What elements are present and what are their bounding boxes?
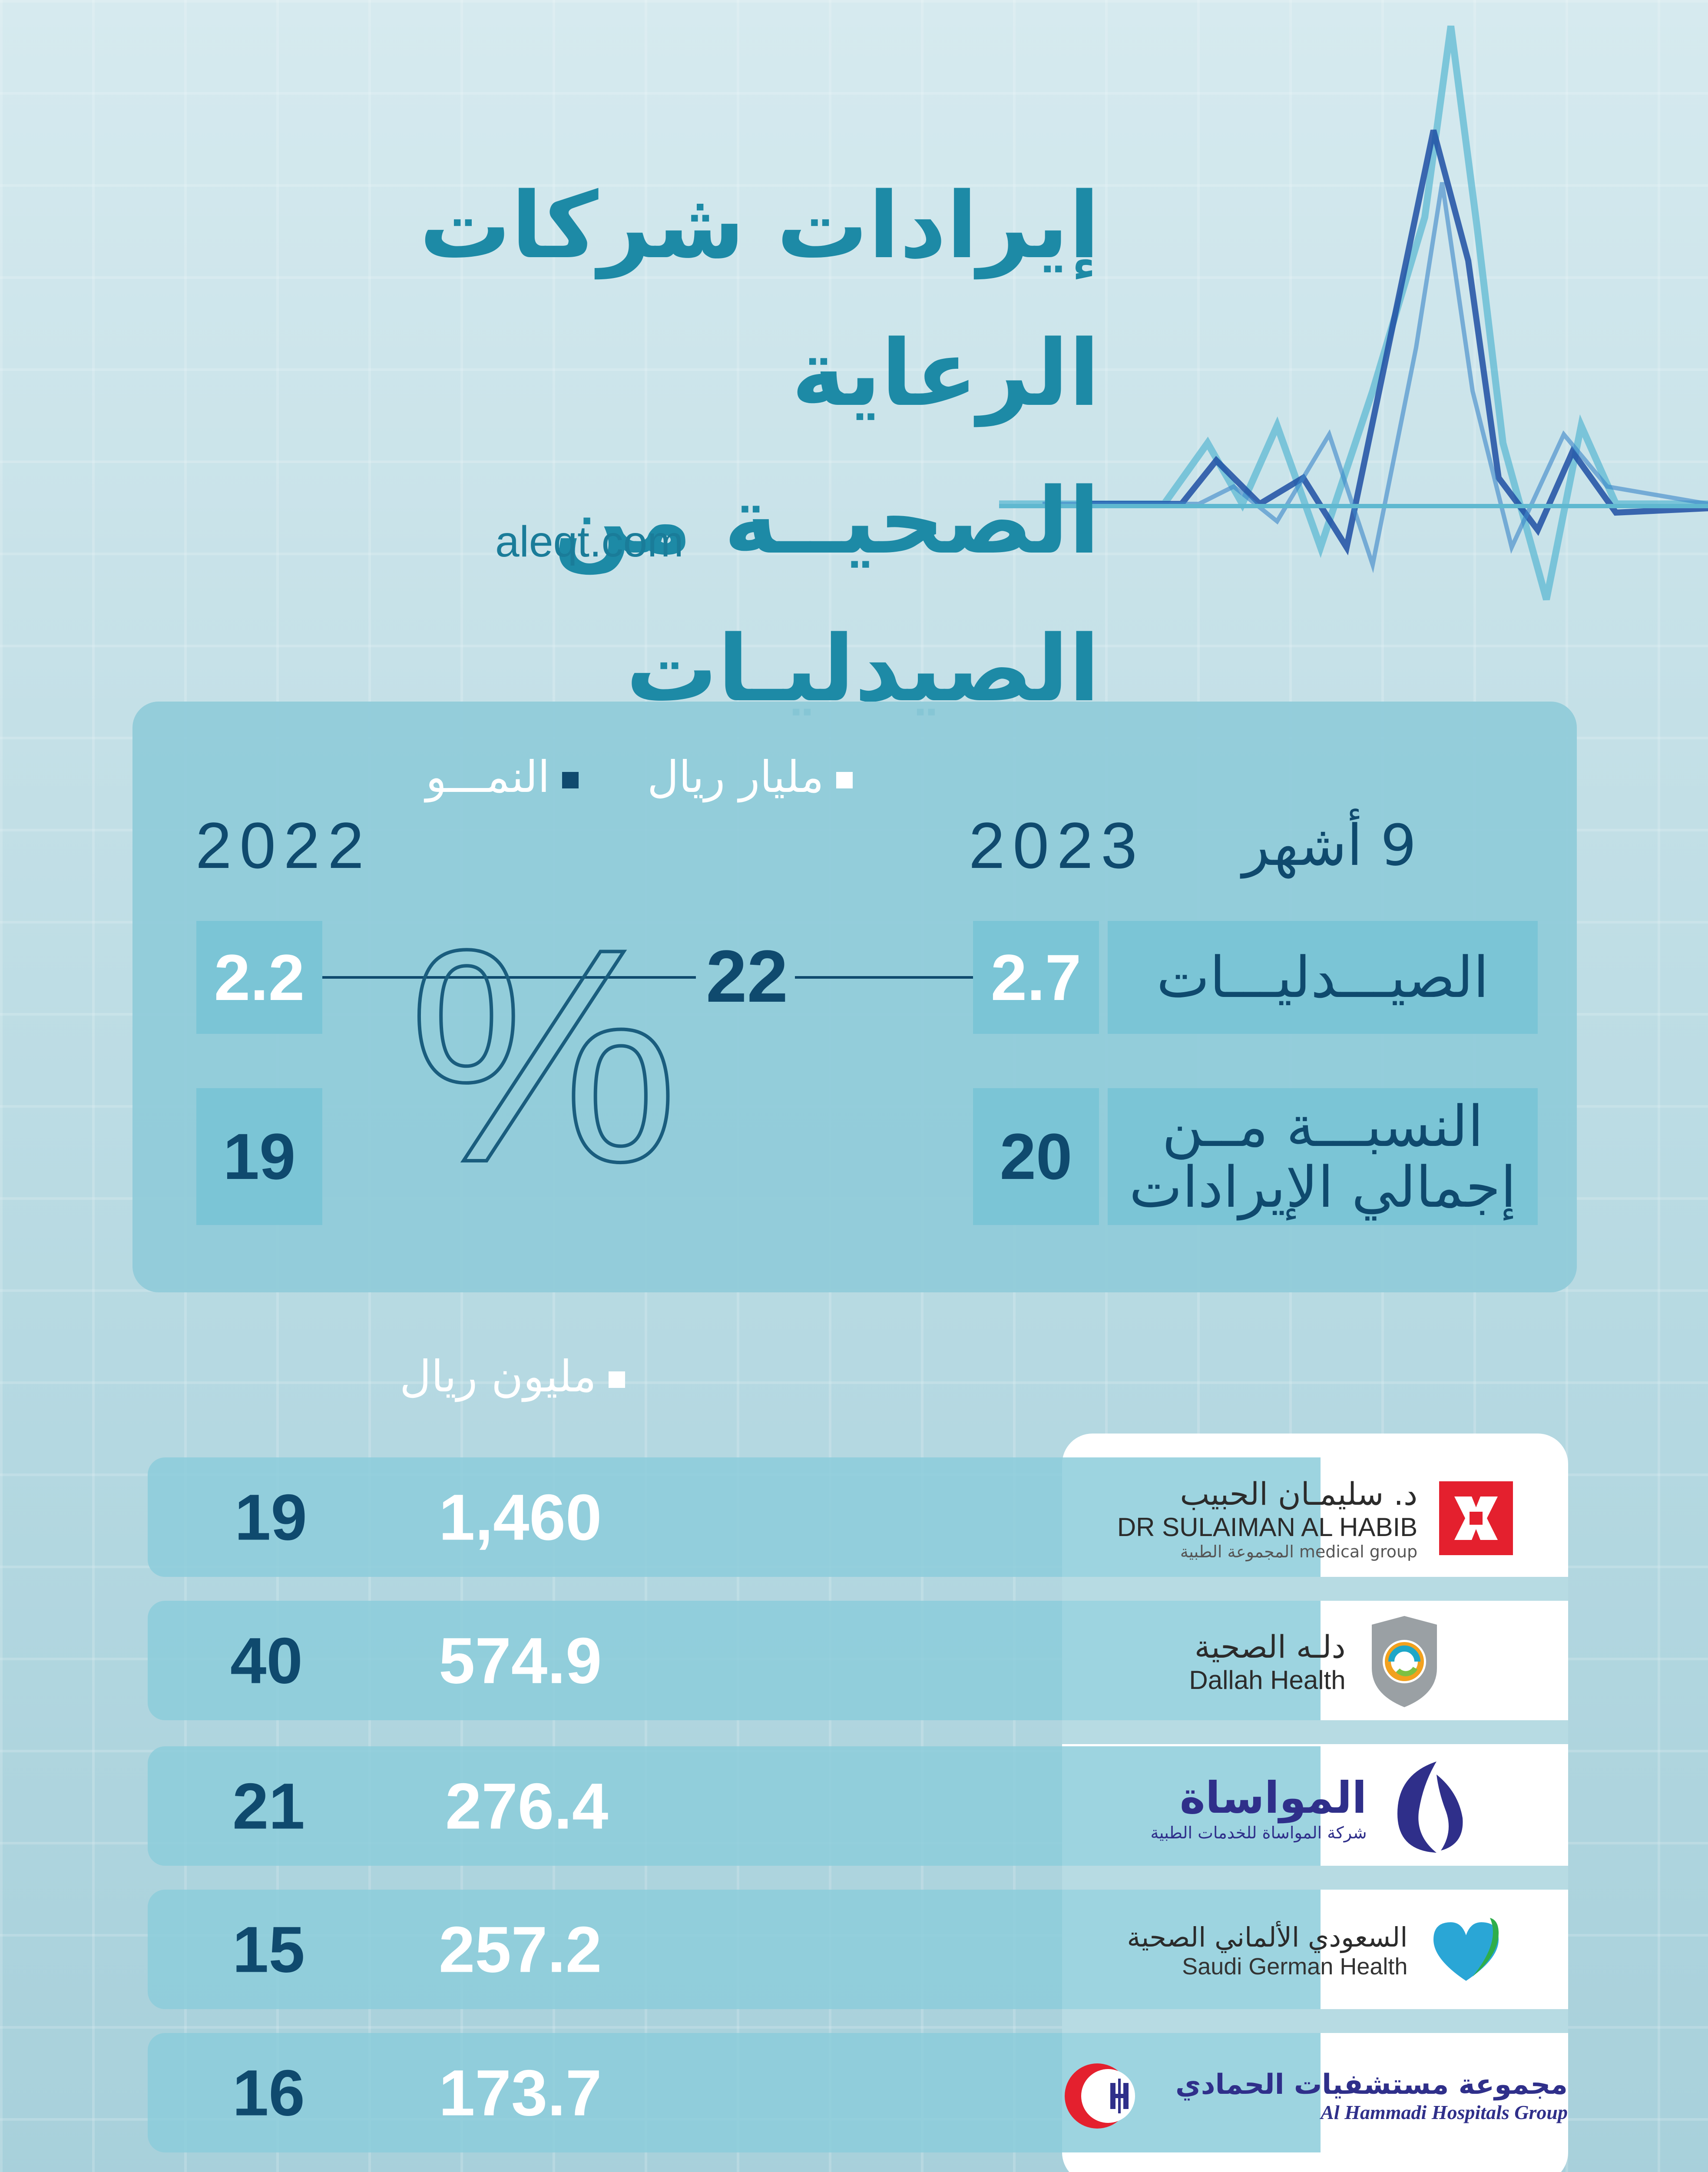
value-2022-pharmacies: 2.2 [196,921,322,1034]
row-label-pharmacies: الصيـــدليـــات [1108,921,1538,1034]
logo-name-ar: المواساة [1179,1772,1367,1823]
logo-sub: medical group المجموعة الطبية [1180,1542,1418,1561]
growth-value: 22 [706,935,788,1018]
company-row-saudi-german: 15 257.2 [148,1890,1321,2009]
logo-name-en: Al Hammadi Hospitals Group [1321,2101,1568,2123]
value-2022-share: 19 [196,1088,322,1225]
habib-cross-icon [1439,1481,1513,1555]
company-growth: 19 [235,1480,307,1553]
company-row-mouwasat: 21 276.4 [148,1746,1321,1866]
saudi-german-heart-icon [1433,1918,1499,1981]
company-revenue: 257.2 [439,1913,602,1986]
logo-name-ar: د. سليمـان الحبيب [1180,1475,1418,1512]
period-label: 9 أشهر [1242,812,1417,878]
logo-name-en: Saudi German Health [1182,1953,1408,1980]
connector-line-left [322,976,696,979]
website-link[interactable]: aleqt.com [495,517,684,566]
logo-name-ar: مجموعة مستشفيات الحمادي [1175,2068,1568,2101]
logo-separator [1062,1866,1568,1890]
companies-unit-legend: مليون ريال [400,1351,625,1402]
connector-line-right [795,976,973,979]
row-label-share: النسبـــة مــن إجمالي الإيرادات [1108,1088,1538,1225]
logo-name-ar: دلـه الصحية [1194,1628,1346,1665]
legend-square-white [836,771,853,788]
company-growth: 21 [232,1769,305,1842]
legend-growth: النمـــو [426,752,579,802]
logo-sub: شركة المواساة للخدمات الطبية [1150,1823,1367,1842]
legend-growth-label: النمـــو [426,752,550,802]
logo-separator [1062,1577,1568,1601]
logo-name-en: DR SULAIMAN AL HABIB [1117,1512,1418,1542]
legend-unit: مليار ريال [647,752,853,802]
logo-separator [1062,2009,1568,2033]
title-line-1: إيرادات شركات الرعاية [419,172,1100,427]
company-revenue: 276.4 [445,1769,609,1842]
page-title: إيرادات شركات الرعاية الصحيــة من الصيدل… [144,152,1100,743]
companies-unit-label: مليون ريال [400,1351,596,1402]
logo-mouwasat: المواساة شركة المواساة للخدمات الطبية [1062,1751,1568,1864]
company-row-dallah: 40 574.9 [148,1601,1321,1720]
company-revenue: 173.7 [439,2056,602,2129]
value-2023-pharmacies: 2.7 [973,921,1099,1034]
legend-square-navy [562,771,579,788]
company-revenue: 574.9 [439,1624,602,1697]
logo-sulaiman-al-habib: د. سليمـان الحبيب DR SULAIMAN AL HABIB m… [1062,1464,1568,1573]
logo-name-ar: السعودي الألماني الصحية [1127,1921,1408,1953]
company-row-hammadi: 16 173.7 [148,2033,1321,2152]
company-growth: 40 [230,1624,303,1697]
logo-name-en: Dallah Health [1189,1665,1346,1695]
legend-square-white [608,1371,625,1388]
year-current: 2023 [969,809,1145,882]
dallah-shield-icon [1371,1616,1437,1707]
logo-separator [1062,1720,1568,1744]
ecg-heartbeat-graphic [999,25,1708,601]
year-previous: 2022 [195,809,372,882]
company-growth: 15 [232,1913,305,1986]
percent-symbol: % [407,886,680,1225]
legend-unit-label: مليار ريال [647,752,824,802]
company-row-habib: 19 1,460 [148,1457,1321,1577]
value-2023-share: 20 [973,1088,1099,1225]
mouwasat-emblem-icon [1397,1761,1463,1853]
logo-dallah-health: دلـه الصحية Dallah Health [1062,1607,1568,1716]
company-growth: 16 [232,2056,305,2129]
title-line-2: الصحيــة من الصيدليـات [553,468,1100,722]
hammadi-crescent-icon [1065,2063,1135,2129]
logo-saudi-german-health: السعودي الألماني الصحية Saudi German Hea… [1062,1894,1568,2007]
logo-al-hammadi: مجموعة مستشفيات الحمادي Al Hammadi Hospi… [1062,2040,1568,2152]
company-revenue: 1,460 [439,1480,602,1553]
